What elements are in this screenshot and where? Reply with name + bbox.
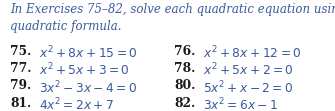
- Text: 76.: 76.: [174, 45, 196, 58]
- Text: 77.: 77.: [10, 62, 31, 75]
- Text: 75.: 75.: [10, 45, 31, 58]
- Text: $3x^2 = 6x - 1$: $3x^2 = 6x - 1$: [203, 97, 278, 111]
- Text: $3x^2 - 3x - 4 = 0$: $3x^2 - 3x - 4 = 0$: [39, 79, 137, 96]
- Text: $5x^2 + x - 2 = 0$: $5x^2 + x - 2 = 0$: [203, 79, 293, 96]
- Text: $4x^2 = 2x + 7$: $4x^2 = 2x + 7$: [39, 97, 114, 111]
- Text: $x^2 + 8x + 12 = 0$: $x^2 + 8x + 12 = 0$: [203, 45, 301, 62]
- Text: In Exercises 75–82, solve each quadratic equation using the: In Exercises 75–82, solve each quadratic…: [10, 3, 335, 16]
- Text: $x^2 + 5x + 3 = 0$: $x^2 + 5x + 3 = 0$: [39, 62, 129, 79]
- Text: 81.: 81.: [10, 97, 31, 110]
- Text: $x^2 + 8x + 15 = 0$: $x^2 + 8x + 15 = 0$: [39, 45, 137, 62]
- Text: 79.: 79.: [10, 79, 31, 92]
- Text: $x^2 + 5x + 2 = 0$: $x^2 + 5x + 2 = 0$: [203, 62, 293, 79]
- Text: 80.: 80.: [174, 79, 196, 92]
- Text: quadratic formula.: quadratic formula.: [10, 20, 122, 33]
- Text: 82.: 82.: [174, 97, 195, 110]
- Text: 78.: 78.: [174, 62, 196, 75]
